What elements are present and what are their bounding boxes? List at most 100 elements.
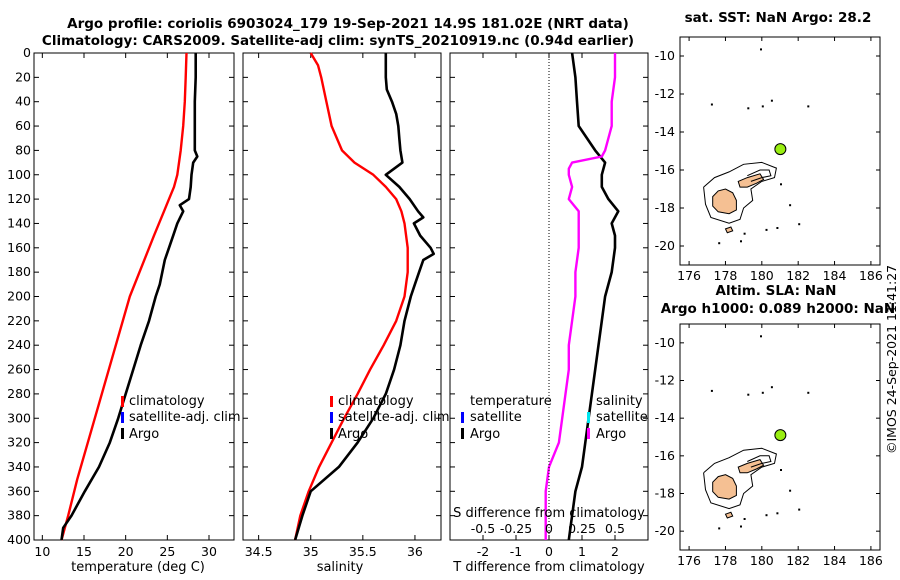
series-line-argo	[60, 53, 199, 541]
x-tick-label: 20	[118, 544, 134, 559]
legend-argo: Argo	[338, 427, 368, 442]
bathymetry-contour	[703, 161, 777, 224]
bathymetry-contour	[747, 455, 772, 468]
islet	[798, 508, 801, 511]
legend-argo-swatch	[121, 428, 124, 439]
salinity-xlabel: salinity	[317, 560, 364, 575]
islet	[740, 525, 742, 528]
bathymetry-contour	[747, 169, 772, 182]
x-tick-label: -1	[510, 544, 522, 559]
difference-xlabel: T difference from climatology	[452, 560, 645, 575]
y-tick-label: -18	[655, 486, 675, 501]
legend-satellite: satellite-adj. clim	[338, 410, 450, 425]
y-tick-label: -20	[655, 523, 675, 538]
series-line-climatology	[293, 52, 409, 541]
figure-title-line2: Climatology: CARS2009. Satellite-adj cli…	[42, 33, 634, 49]
y-tick-label: 280	[7, 386, 31, 401]
x2-tick-label: -0.5	[471, 521, 495, 536]
difference-legend: temperature satellite Argo salinity sate…	[461, 394, 648, 442]
x2-tick-label: 0	[545, 521, 553, 536]
y-tick-label: 360	[7, 483, 31, 498]
islet	[710, 389, 713, 392]
x2-tick-label: 0.25	[568, 521, 596, 536]
x2-tick-label: 0.5	[605, 521, 625, 536]
islet	[740, 240, 742, 243]
plot-frame	[33, 52, 235, 541]
y-tick-label: -16	[655, 448, 675, 463]
x-tick-label: 30	[201, 544, 217, 559]
series-line-t-difference-argo	[567, 52, 620, 541]
y-tick-label: 140	[7, 215, 31, 230]
x-tick-label: 25	[159, 544, 175, 559]
x-tick-label: 182	[786, 553, 810, 568]
islet	[807, 105, 810, 108]
temperature-xlabel: temperature (deg C)	[71, 560, 205, 575]
islet	[743, 518, 746, 520]
temperature-legend: climatology satellite-adj. clim Argo	[121, 394, 241, 442]
x-tick-label: 34.5	[245, 544, 273, 559]
islet	[765, 514, 768, 517]
islet	[776, 227, 779, 229]
y-tick-label: -12	[655, 86, 675, 101]
islet	[761, 105, 764, 108]
islet	[789, 204, 792, 207]
map-frame	[679, 36, 881, 266]
sla-map-title-line1: Altim. SLA: NaN	[716, 283, 837, 299]
x-tick-label: 0	[545, 544, 553, 559]
legend-salinity: salinity	[596, 394, 643, 409]
legend-argo: Argo	[129, 427, 159, 442]
y-tick-label: 220	[7, 313, 31, 328]
legend-temperature: temperature	[470, 394, 552, 409]
land-island	[724, 511, 734, 519]
islet	[760, 335, 762, 338]
salinity-panel: 34.5 35 35.5 36	[242, 52, 442, 559]
sla-map-title-line2: Argo h1000: 0.089 h2000: NaN	[661, 301, 895, 317]
y-tick-label: 160	[7, 240, 31, 255]
x-tick-label: 35	[303, 544, 319, 559]
temperature-panel: 10 15 20 25 30020406080100120140160180200220…	[7, 45, 235, 559]
x-tick-label: 178	[714, 553, 738, 568]
y-tick-label: -10	[655, 335, 675, 350]
series-line-s-difference-argo	[544, 53, 617, 540]
legend-t-satellite-swatch	[461, 412, 464, 423]
legend-satellite-swatch	[330, 412, 333, 423]
land-island	[737, 459, 765, 474]
x-tick-label: 176	[677, 553, 701, 568]
land-island	[737, 173, 765, 188]
legend-satellite-swatch	[121, 412, 124, 423]
legend-s-argo-swatch	[587, 428, 590, 439]
islet	[780, 469, 782, 471]
figure-title-line1: Argo profile: coriolis 6903024_179 19-Se…	[67, 16, 629, 32]
x-tick-label: 182	[786, 268, 810, 283]
x-tick-label: 2	[611, 544, 619, 559]
salinity-legend: climatology satellite-adj. clim Argo	[330, 394, 450, 442]
islet	[747, 107, 750, 110]
x-tick-label: 180	[750, 553, 774, 568]
difference-panel: -2 -1 0 1 2 -0.5 -0.25 0 0.25 0.5	[449, 52, 649, 559]
x-tick-label: 186	[859, 268, 883, 283]
y-tick-label: 200	[7, 289, 31, 304]
legend-s-argo: Argo	[596, 427, 626, 442]
x-tick-label: 176	[677, 268, 701, 283]
y-tick-label: 300	[7, 410, 31, 425]
land-island	[712, 188, 737, 215]
x-tick-label: 35.5	[349, 544, 377, 559]
y-tick-label: 80	[15, 142, 31, 157]
y-tick-label: -14	[655, 410, 675, 425]
y-tick-label: -16	[655, 162, 675, 177]
y-tick-label: 320	[7, 435, 31, 450]
islet	[747, 393, 750, 396]
legend-s-satellite: satellite	[596, 410, 648, 425]
x-tick-label: 180	[750, 268, 774, 283]
x-tick-label: 186	[859, 553, 883, 568]
x-tick-label: 184	[823, 268, 847, 283]
y-tick-label: -14	[655, 124, 675, 139]
islet	[770, 99, 773, 102]
islet	[765, 228, 768, 231]
y-tick-label: 340	[7, 459, 31, 474]
y-tick-label: 100	[7, 167, 31, 182]
islet	[780, 183, 782, 186]
footer-stamp: ©IMOS 24-Sep-2021 11:41:27	[884, 265, 899, 454]
legend-argo-swatch	[330, 428, 333, 439]
